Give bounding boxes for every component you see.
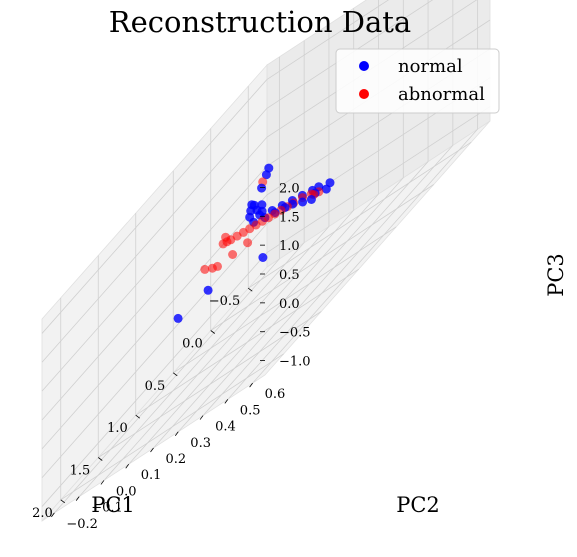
point-abnormal [218, 239, 228, 249]
grid-y-bottom [177, 177, 404, 433]
x-tick-label: 1.0 [107, 421, 128, 436]
x-tick [135, 414, 140, 419]
point-abnormal [207, 263, 217, 273]
tick-marks [51, 187, 265, 518]
grid-y-bottom [103, 226, 330, 481]
x-tick [210, 330, 215, 334]
grid-z-left [41, 165, 268, 421]
grid-z-right [266, 0, 390, 80]
point-abnormal [243, 238, 253, 248]
z-tick-label: 1.0 [279, 239, 300, 254]
y-tick-label: 0.6 [265, 387, 286, 402]
y-tick [224, 399, 229, 404]
point-normal [173, 313, 183, 323]
x-tick [173, 372, 178, 377]
y-tick-label: 0.1 [141, 468, 162, 483]
x-tick-label: 0.0 [182, 337, 203, 352]
grid-z-right [266, 0, 434, 109]
y-tick-label: 0.3 [190, 436, 211, 451]
y-tick-label: −0.1 [91, 501, 123, 516]
y-tick-label: −0.2 [66, 517, 98, 532]
y-tick [150, 447, 154, 453]
grid-z-left [41, 252, 268, 507]
point-normal [321, 184, 331, 194]
x-tick-label: 1.5 [70, 464, 91, 479]
grid-y-bottom [227, 145, 454, 400]
y-tick [75, 496, 80, 501]
legend-label-abnormal: abnormal [398, 84, 485, 105]
z-tick-label: 0.5 [279, 268, 300, 283]
y-tick [51, 512, 55, 518]
point-normal [257, 183, 267, 193]
point-normal [258, 253, 268, 262]
x-tick-label: 2.0 [32, 506, 53, 521]
point-abnormal [200, 264, 210, 274]
grid-y-bottom [54, 258, 280, 514]
tick-labels: −0.5 0.0 0.5 1.0 1.5 2.0 −0.2−0.1 0.0 0.1 0.20.3 0… [32, 181, 310, 532]
grid-y-bottom [78, 242, 305, 497]
x-tick [248, 287, 253, 292]
legend: normal abnormal [335, 48, 500, 114]
y-tick [125, 463, 130, 469]
z-tick-label: −1.0 [279, 355, 311, 370]
legend-marker-normal [359, 61, 369, 71]
grid-z-left [41, 223, 268, 478]
legend-box [335, 48, 500, 114]
point-normal [203, 285, 213, 295]
point-abnormal [228, 250, 238, 259]
z-axis-label: PC3 [544, 253, 568, 297]
z-tick-label: −0.5 [279, 326, 311, 341]
x-tick-label: 0.5 [145, 379, 166, 394]
data-points [173, 163, 335, 323]
y-tick-label: 0.0 [116, 484, 137, 499]
x-axis-label: PC1 [91, 493, 135, 517]
grid-y-bottom [252, 128, 478, 384]
y-tick [199, 415, 204, 420]
y-tick-label: 0.4 [215, 420, 236, 435]
legend-label-normal: normal [398, 56, 463, 77]
legend-marker-abnormal [359, 89, 369, 99]
point-normal [298, 197, 308, 207]
point-normal [306, 195, 316, 204]
y-tick [100, 480, 105, 485]
y-tick-label: 0.5 [240, 403, 261, 418]
grid-z-left [41, 108, 268, 363]
x-tick [98, 457, 103, 461]
z-tick-label: 0.0 [279, 297, 300, 312]
y-axis-label: PC2 [396, 493, 440, 517]
y-tick-label: 0.2 [166, 452, 187, 467]
y-tick [174, 431, 179, 437]
chart-title: Reconstruction Data [109, 5, 411, 39]
grid-z-left [41, 79, 268, 334]
grid-z-right [266, 106, 491, 253]
grid-y-bottom [128, 209, 355, 465]
z-tick-label: 2.0 [279, 181, 300, 196]
x-tick-label: −0.5 [209, 294, 241, 309]
grid-z-left [41, 136, 268, 392]
point-normal [261, 170, 271, 180]
grid-y-bottom [202, 161, 429, 416]
y-tick [249, 382, 253, 388]
z-tick-label: 1.5 [279, 210, 300, 225]
x-tick [60, 499, 65, 504]
grid-y-bottom [153, 193, 379, 449]
